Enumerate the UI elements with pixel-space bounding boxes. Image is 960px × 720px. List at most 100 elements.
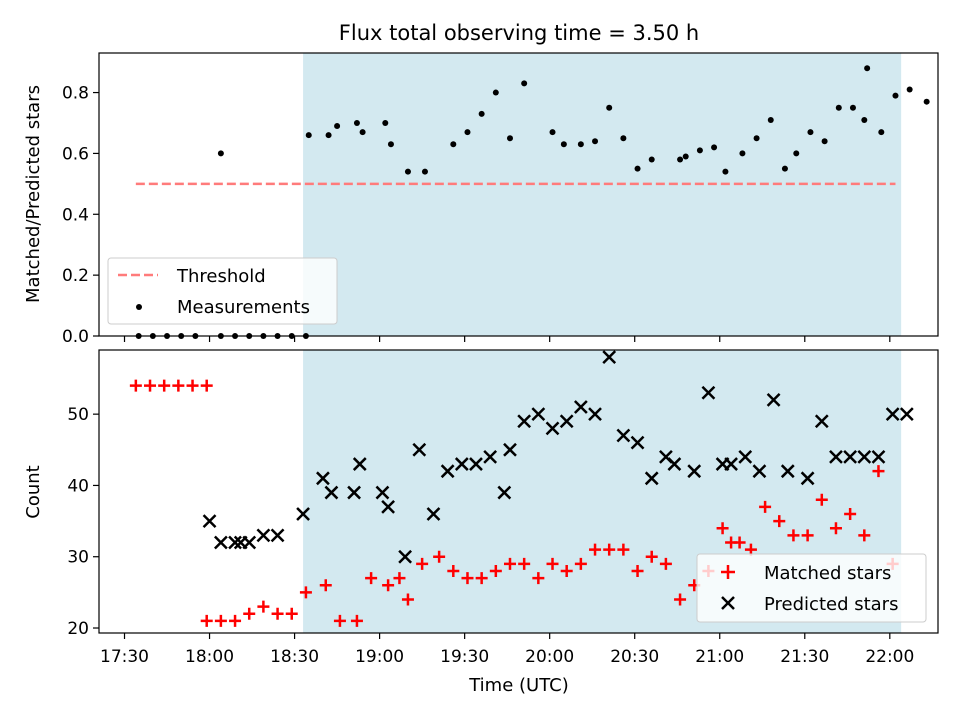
predicted-star-point bbox=[814, 414, 829, 429]
x-tick-label: 19:00 bbox=[355, 647, 404, 667]
y-tick-label: 0.4 bbox=[62, 205, 89, 225]
ratio-y-ticks: 0.0 0.2 0.4 0.6 0.8 bbox=[62, 84, 99, 347]
legend-threshold-label: Threshold bbox=[176, 266, 266, 287]
predicted-star-point bbox=[256, 528, 271, 543]
measurement-point bbox=[492, 89, 499, 96]
matched-star-point bbox=[229, 614, 242, 627]
matched-star-point bbox=[243, 607, 256, 620]
predicted-star-point bbox=[469, 457, 483, 471]
matched-star-point bbox=[503, 557, 516, 570]
predicted-star-point bbox=[616, 428, 631, 443]
matched-star-point bbox=[475, 572, 488, 585]
matched-star-point bbox=[560, 564, 573, 577]
y-tick-label: 20 bbox=[67, 619, 89, 639]
measurement-point bbox=[878, 129, 885, 136]
x-tick-label: 20:30 bbox=[610, 647, 659, 667]
chart-title: Flux total observing time = 3.50 h bbox=[339, 21, 699, 45]
predicted-star-point bbox=[766, 393, 781, 407]
matched-star-point bbox=[489, 564, 502, 577]
measurement-point bbox=[549, 129, 556, 136]
predicted-star-point bbox=[352, 457, 367, 471]
matched-star-point bbox=[532, 572, 545, 585]
matched-star-point bbox=[858, 529, 871, 542]
count-x-axis-label: Time (UTC) bbox=[468, 675, 569, 696]
predicted-star-point bbox=[296, 507, 310, 521]
measurement-point bbox=[305, 132, 312, 139]
predicted-star-point bbox=[545, 421, 560, 436]
matched-star-point bbox=[733, 536, 746, 549]
predicted-star-point bbox=[899, 407, 914, 422]
measurement-point bbox=[781, 165, 788, 172]
predicted-star-point bbox=[202, 514, 217, 528]
measurement-point bbox=[849, 104, 856, 111]
measurement-point bbox=[739, 150, 746, 157]
predicted-star-point bbox=[381, 499, 395, 514]
x-tick-label: 22:00 bbox=[865, 647, 914, 667]
x-tick-label: 18:00 bbox=[185, 647, 234, 667]
predicted-star-point bbox=[270, 528, 285, 543]
matched-star-point bbox=[645, 550, 658, 563]
matched-star-point bbox=[271, 607, 284, 620]
legend-measurement-swatch bbox=[136, 304, 142, 310]
measurement-point bbox=[620, 135, 627, 142]
measurement-point bbox=[923, 98, 930, 105]
matched-star-point bbox=[382, 579, 395, 592]
predicted-star-point bbox=[213, 535, 228, 550]
count-legend: Matched stars Predicted stars bbox=[696, 553, 927, 623]
x-tick-label: 21:00 bbox=[695, 647, 744, 667]
measurement-point bbox=[421, 168, 428, 175]
matched-star-point bbox=[759, 500, 772, 513]
y-tick-label: 0.6 bbox=[62, 144, 89, 164]
measurement-point bbox=[478, 110, 485, 117]
measurement-point bbox=[334, 123, 341, 130]
predicted-star-point bbox=[454, 457, 469, 471]
predicted-star-point bbox=[440, 464, 455, 479]
predicted-star-point bbox=[630, 435, 645, 450]
predicted-star-point bbox=[843, 450, 858, 464]
legend-matched-swatch bbox=[721, 565, 735, 579]
predicted-star-point bbox=[644, 471, 659, 486]
matched-star-point bbox=[872, 465, 885, 478]
matched-star-point bbox=[674, 593, 687, 606]
measurement-point bbox=[711, 144, 718, 151]
matched-stars-points bbox=[129, 379, 899, 627]
matched-star-point bbox=[815, 493, 828, 506]
matched-star-point bbox=[214, 614, 227, 627]
predicted-star-point bbox=[497, 485, 512, 500]
y-tick-label: 50 bbox=[67, 405, 89, 425]
measurement-point bbox=[906, 86, 913, 93]
measurement-point bbox=[450, 141, 457, 148]
ratio-x-ticks bbox=[123, 336, 891, 342]
y-tick-label: 0.8 bbox=[62, 84, 89, 104]
measurement-point bbox=[353, 119, 360, 126]
count-panel: 20 30 40 50 17:30 18:00 18:30 19:00 19:30 20:00 2… bbox=[23, 349, 939, 696]
matched-star-point bbox=[574, 557, 587, 570]
observing-window-shade bbox=[303, 53, 902, 336]
ratio-legend: Threshold Measurements bbox=[107, 257, 338, 325]
predicted-star-point bbox=[316, 471, 330, 486]
measurement-point bbox=[217, 150, 224, 157]
measurement-point bbox=[560, 141, 567, 148]
legend-predicted-label: Predicted stars bbox=[764, 594, 898, 615]
matched-star-point bbox=[200, 614, 213, 627]
measurement-point bbox=[382, 119, 389, 126]
measurement-point bbox=[677, 156, 684, 163]
measurement-point bbox=[835, 104, 842, 111]
matched-star-point bbox=[285, 607, 298, 620]
matched-star-point bbox=[333, 614, 346, 627]
predicted-star-point bbox=[885, 407, 900, 422]
predicted-star-point bbox=[242, 535, 257, 550]
measurement-point bbox=[864, 65, 871, 72]
measurement-point bbox=[606, 104, 613, 111]
predicted-star-point bbox=[426, 507, 441, 521]
predicted-star-point bbox=[347, 485, 361, 500]
matched-star-point bbox=[617, 543, 630, 556]
predicted-star-point bbox=[687, 464, 702, 479]
predicted-star-point bbox=[701, 385, 716, 400]
measurement-point bbox=[682, 153, 689, 160]
matched-star-point bbox=[659, 557, 672, 570]
measurement-point bbox=[807, 129, 814, 136]
predicted-star-point bbox=[375, 485, 390, 500]
measurement-point bbox=[793, 150, 800, 157]
